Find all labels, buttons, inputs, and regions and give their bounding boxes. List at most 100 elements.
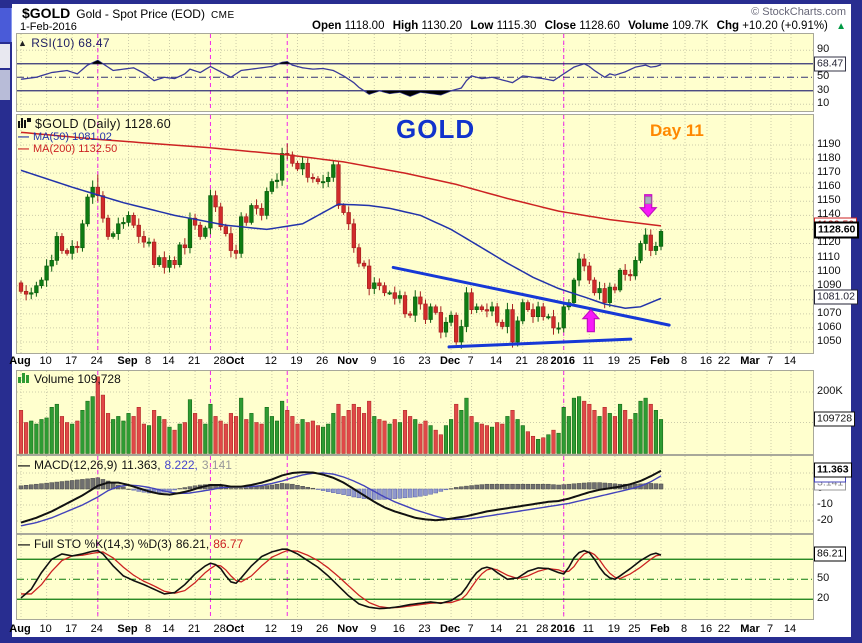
date-tick-label: 14 — [783, 355, 797, 367]
sto-axis-label: 50 — [817, 572, 830, 585]
ticker-symbol: $GOLD — [22, 5, 71, 21]
chart-date: 1-Feb-2016 — [20, 21, 77, 33]
high-label: High — [392, 20, 419, 32]
price-axis-label: 1140 — [817, 208, 841, 221]
date-tick-label: 9 — [370, 355, 377, 367]
grid-layer — [17, 115, 813, 353]
ma50-value-badge: 1081.02 — [814, 289, 858, 305]
date-tick-label: Oct — [225, 623, 245, 635]
date-tick-label: Sep — [117, 355, 138, 367]
open-value: 1118.00 — [344, 20, 385, 32]
down-arrow-icon — [638, 194, 658, 218]
date-tick-label: 14 — [162, 355, 175, 367]
ma200-legend-label: MA(200) 1132.50 — [33, 143, 118, 155]
price-axis-label: 1160 — [817, 180, 841, 193]
marker-lines-layer — [97, 115, 565, 353]
date-tick-label: 21 — [187, 355, 201, 367]
trendlines-layer — [391, 265, 671, 349]
macd-axis-label: -10 — [817, 498, 833, 510]
date-tick-label: 14 — [783, 623, 797, 635]
date-tick-label: 19 — [290, 355, 303, 367]
date-tick-label: 11 — [582, 623, 595, 635]
ma200-line-icon: — — [18, 143, 29, 155]
date-tick-label: 24 — [90, 623, 103, 635]
macd-value-badge: 11.363 — [814, 462, 852, 478]
date-tick-label: 23 — [418, 355, 431, 367]
price-axis-label: 1060 — [817, 320, 842, 333]
date-tick-label: 16 — [392, 355, 405, 367]
copyright: © StockCharts.com — [751, 6, 846, 18]
volume-axis-label: 200K — [817, 385, 843, 397]
date-tick-label: Dec — [439, 623, 461, 635]
sto-axis-label: 20 — [817, 592, 830, 605]
date-tick-label: 10 — [39, 623, 52, 635]
price-axis-label: 1070 — [817, 306, 842, 319]
date-tick-label: 11 — [582, 355, 595, 367]
browser-edge-fragment — [0, 70, 10, 100]
price-axis-label: 1190 — [817, 138, 841, 150]
date-tick-label: 7 — [467, 623, 474, 635]
volume-bars-layer — [18, 376, 664, 454]
high-value: 1130.20 — [421, 20, 463, 32]
rsi-plot — [16, 33, 814, 112]
open-label: Open — [312, 20, 342, 32]
date-tick-label: 24 — [90, 355, 103, 367]
ticker-description: Gold - Spot Price (EOD) — [76, 7, 205, 21]
date-tick-label: 19 — [607, 355, 621, 367]
date-tick-label: 22 — [717, 355, 731, 367]
date-tick-label: Aug — [9, 623, 31, 635]
browser-edge-fragment — [0, 8, 12, 42]
change-value: +10.20 (+0.91%) — [742, 20, 828, 32]
price-axis-label: 1100 — [817, 264, 841, 277]
candles-layer — [18, 143, 664, 349]
date-tick-label: 8 — [680, 623, 688, 635]
browser-edge-fragment — [0, 44, 10, 68]
macd-plot — [16, 455, 814, 534]
date-tick-label: Aug — [9, 355, 31, 367]
macd-line-icon: — — [18, 458, 30, 472]
macd-name: MACD(12,26,9) — [34, 458, 118, 472]
volume-bars-icon — [18, 372, 30, 386]
low-label: Low — [470, 20, 494, 32]
macd-lines-layer — [20, 469, 662, 527]
date-tick-label: 21 — [187, 623, 201, 635]
rsi-legend: ▲ RSI(10) 68.47 — [18, 36, 110, 50]
date-tick-label: 14 — [162, 623, 175, 635]
marker-lines-layer — [97, 34, 565, 111]
date-tick-label: 26 — [315, 355, 329, 367]
date-tick-label: Sep — [117, 623, 138, 635]
day-count-annotation: Day 11 — [650, 121, 704, 140]
date-tick-label: 16 — [392, 623, 405, 635]
date-tick-label: Mar — [740, 355, 760, 367]
ma50-line-icon: — — [18, 131, 29, 143]
price-plot — [16, 114, 814, 354]
volume-value-badge: 109728 — [814, 411, 856, 427]
date-tick-label: 17 — [65, 355, 78, 367]
date-tick-label: Nov — [337, 623, 359, 635]
ma50-legend: — MA(50) 1081.02 — [18, 131, 112, 143]
date-tick-label: 10 — [39, 355, 52, 367]
date-tick-label: 26 — [315, 623, 329, 635]
gold-annotation: GOLD — [396, 114, 476, 144]
sto-name: Full STO %K(14,3) %D(3) — [34, 537, 172, 551]
volume-plot — [16, 370, 814, 455]
date-tick-label: Feb — [650, 355, 670, 367]
price-axis-label: 1150 — [817, 194, 841, 207]
date-tick-label: 19 — [607, 623, 621, 635]
moving-averages-layer — [20, 131, 662, 309]
close-value: 1128.60 — [579, 20, 620, 32]
volume-legend-label: Volume 109,728 — [34, 372, 121, 386]
date-tick-label: 12 — [264, 623, 277, 635]
date-tick-label: 16 — [699, 355, 713, 367]
date-tick-label: Nov — [337, 355, 359, 367]
date-tick-label: 16 — [699, 623, 713, 635]
rsi-legend-label: RSI(10) 68.47 — [31, 36, 110, 50]
stochastics-plot — [16, 534, 814, 620]
price-legend-label: $GOLD (Daily) 1128.60 — [35, 117, 171, 131]
date-tick-label: 28 — [213, 355, 226, 367]
price-axis-label: 1090 — [817, 278, 842, 291]
date-tick-label: 21 — [515, 355, 528, 367]
date-tick-label: 17 — [65, 623, 78, 635]
date-tick-label: 14 — [490, 623, 503, 635]
